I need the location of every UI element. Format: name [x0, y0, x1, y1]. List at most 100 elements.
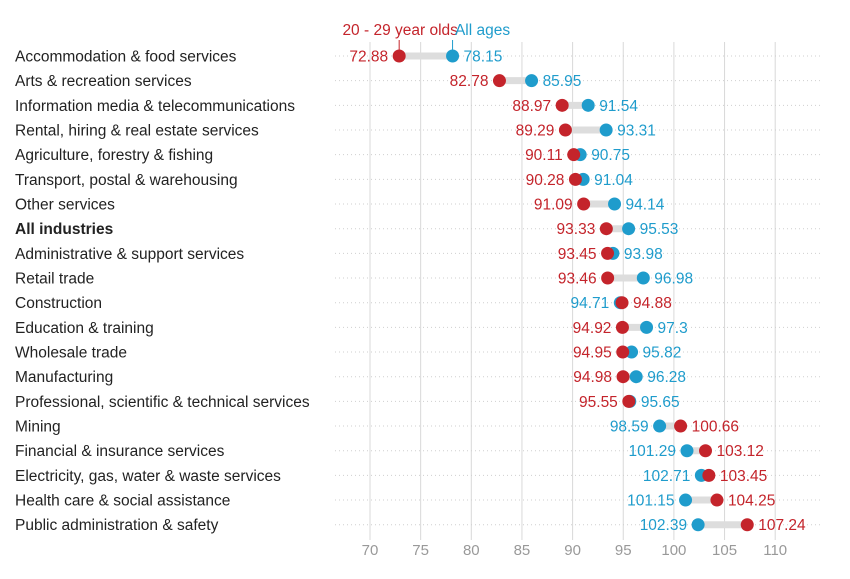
- all-ages-value-label: 102.39: [640, 517, 687, 534]
- all-ages-point: [581, 98, 595, 112]
- x-tick-label-80: 80: [463, 542, 480, 559]
- all-ages-point: [636, 271, 650, 285]
- category-label: Public administration & safety: [15, 517, 219, 534]
- young-value-label: 93.46: [558, 271, 597, 288]
- x-axis-tick-labels: 70 75 80 85 90 95 100 105 110: [362, 542, 788, 559]
- all-ages-value-label: 97.3: [658, 320, 688, 337]
- young-value-label: 90.11: [525, 147, 563, 164]
- young-value-label: 94.95: [573, 345, 612, 362]
- young-point: [674, 419, 688, 433]
- category-label: Financial & insurance services: [15, 443, 225, 460]
- category-label: Health care & social assistance: [15, 493, 230, 510]
- all-ages-value-label: 95.82: [643, 345, 682, 362]
- x-tick-label-85: 85: [514, 542, 531, 559]
- young-point: [699, 444, 713, 458]
- all-ages-point: [640, 320, 654, 334]
- all-ages-point: [679, 493, 693, 507]
- all-ages-value-label: 94.14: [626, 197, 665, 214]
- category-label: Arts & recreation services: [15, 73, 192, 90]
- all-ages-value-label: 101.29: [629, 443, 676, 460]
- young-point: [615, 296, 629, 310]
- young-point: [616, 345, 630, 359]
- category-label: Wholesale trade: [15, 345, 127, 362]
- young-value-label: 107.24: [758, 517, 806, 534]
- all-ages-value-label: 95.53: [640, 221, 679, 238]
- young-point: [616, 370, 630, 384]
- young-point: [558, 123, 572, 137]
- all-ages-value-label: 91.04: [594, 172, 633, 189]
- all-ages-value-label: 85.95: [543, 73, 582, 90]
- all-ages-value-label: 94.71: [571, 295, 610, 312]
- young-point: [622, 394, 636, 408]
- x-tick-label-100: 100: [661, 542, 686, 559]
- category-label: Manufacturing: [15, 369, 113, 386]
- all-ages-value-label: 96.98: [654, 271, 693, 288]
- all-ages-value-label: 102.71: [643, 468, 690, 485]
- young-value-label: 93.33: [557, 221, 596, 238]
- young-point: [599, 222, 613, 236]
- category-label: Professional, scientific & technical ser…: [15, 394, 310, 411]
- all-ages-point: [446, 49, 460, 63]
- all-ages-value-label: 93.98: [624, 246, 663, 263]
- young-point: [555, 98, 569, 112]
- young-value-label: 94.98: [573, 369, 612, 386]
- x-tick-label-95: 95: [615, 542, 632, 559]
- value-labels: 72.88 78.15 82.78 85.95 88.97 91.54 89.29 93.31…: [349, 49, 806, 535]
- x-tick-label-105: 105: [712, 542, 737, 559]
- young-point: [710, 493, 724, 507]
- young-value-label: 90.28: [526, 172, 565, 189]
- category-label: Mining: [15, 419, 61, 436]
- young-value-label: 100.66: [692, 419, 739, 436]
- young-value-label: 94.92: [573, 320, 612, 337]
- legend-young-label: 20 - 29 year olds: [342, 22, 458, 39]
- all-ages-value-label: 93.31: [617, 123, 656, 140]
- all-ages-value-label: 96.28: [647, 369, 686, 386]
- young-value-label: 104.25: [728, 493, 775, 510]
- young-value-label: 82.78: [450, 73, 489, 90]
- all-ages-point: [608, 197, 622, 211]
- all-ages-point: [629, 370, 643, 384]
- all-ages-point: [653, 419, 667, 433]
- young-value-label: 95.55: [579, 394, 618, 411]
- all-ages-point: [691, 518, 705, 532]
- young-value-label: 103.12: [717, 443, 764, 460]
- category-label: Information media & telecommunications: [15, 98, 295, 115]
- all-ages-value-label: 91.54: [599, 98, 638, 115]
- category-label: Retail trade: [15, 271, 94, 288]
- young-value-label: 103.45: [720, 468, 767, 485]
- category-label: Rental, hiring & real estate services: [15, 123, 259, 140]
- young-point: [567, 148, 581, 162]
- category-label: Education & training: [15, 320, 154, 337]
- category-label: Agriculture, forestry & fishing: [15, 147, 213, 164]
- category-label: Transport, postal & warehousing: [15, 172, 238, 189]
- category-label: Other services: [15, 197, 115, 214]
- young-value-label: 93.45: [558, 246, 597, 263]
- all-ages-value-label: 90.75: [591, 147, 630, 164]
- dumbbell-connectors: [395, 52, 751, 529]
- x-tick-label-90: 90: [564, 542, 581, 559]
- x-tick-label-70: 70: [362, 542, 379, 559]
- young-value-label: 88.97: [512, 98, 551, 115]
- x-tick-label-110: 110: [763, 542, 787, 559]
- category-label: Construction: [15, 295, 102, 312]
- category-label: All industries: [15, 221, 113, 238]
- all-ages-point: [680, 444, 694, 458]
- young-point: [392, 49, 406, 63]
- young-value-label: 72.88: [349, 49, 388, 66]
- category-labels: Accommodation & food services Arts & recr…: [15, 49, 310, 535]
- young-point: [492, 74, 506, 88]
- young-point: [601, 246, 615, 260]
- all-ages-value-label: 101.15: [627, 493, 674, 510]
- young-point: [615, 320, 629, 334]
- all-ages-point: [525, 74, 539, 88]
- category-label: Administrative & support services: [15, 246, 244, 263]
- all-ages-value-label: 78.15: [464, 49, 503, 66]
- row-dotted-lines: [335, 55, 820, 526]
- all-ages-value-label: 95.65: [641, 394, 680, 411]
- legend-all-ages-label: All ages: [455, 22, 510, 39]
- young-point: [577, 197, 591, 211]
- young-point: [740, 518, 754, 532]
- x-tick-label-75: 75: [412, 542, 429, 559]
- category-label: Electricity, gas, water & waste services: [15, 468, 281, 485]
